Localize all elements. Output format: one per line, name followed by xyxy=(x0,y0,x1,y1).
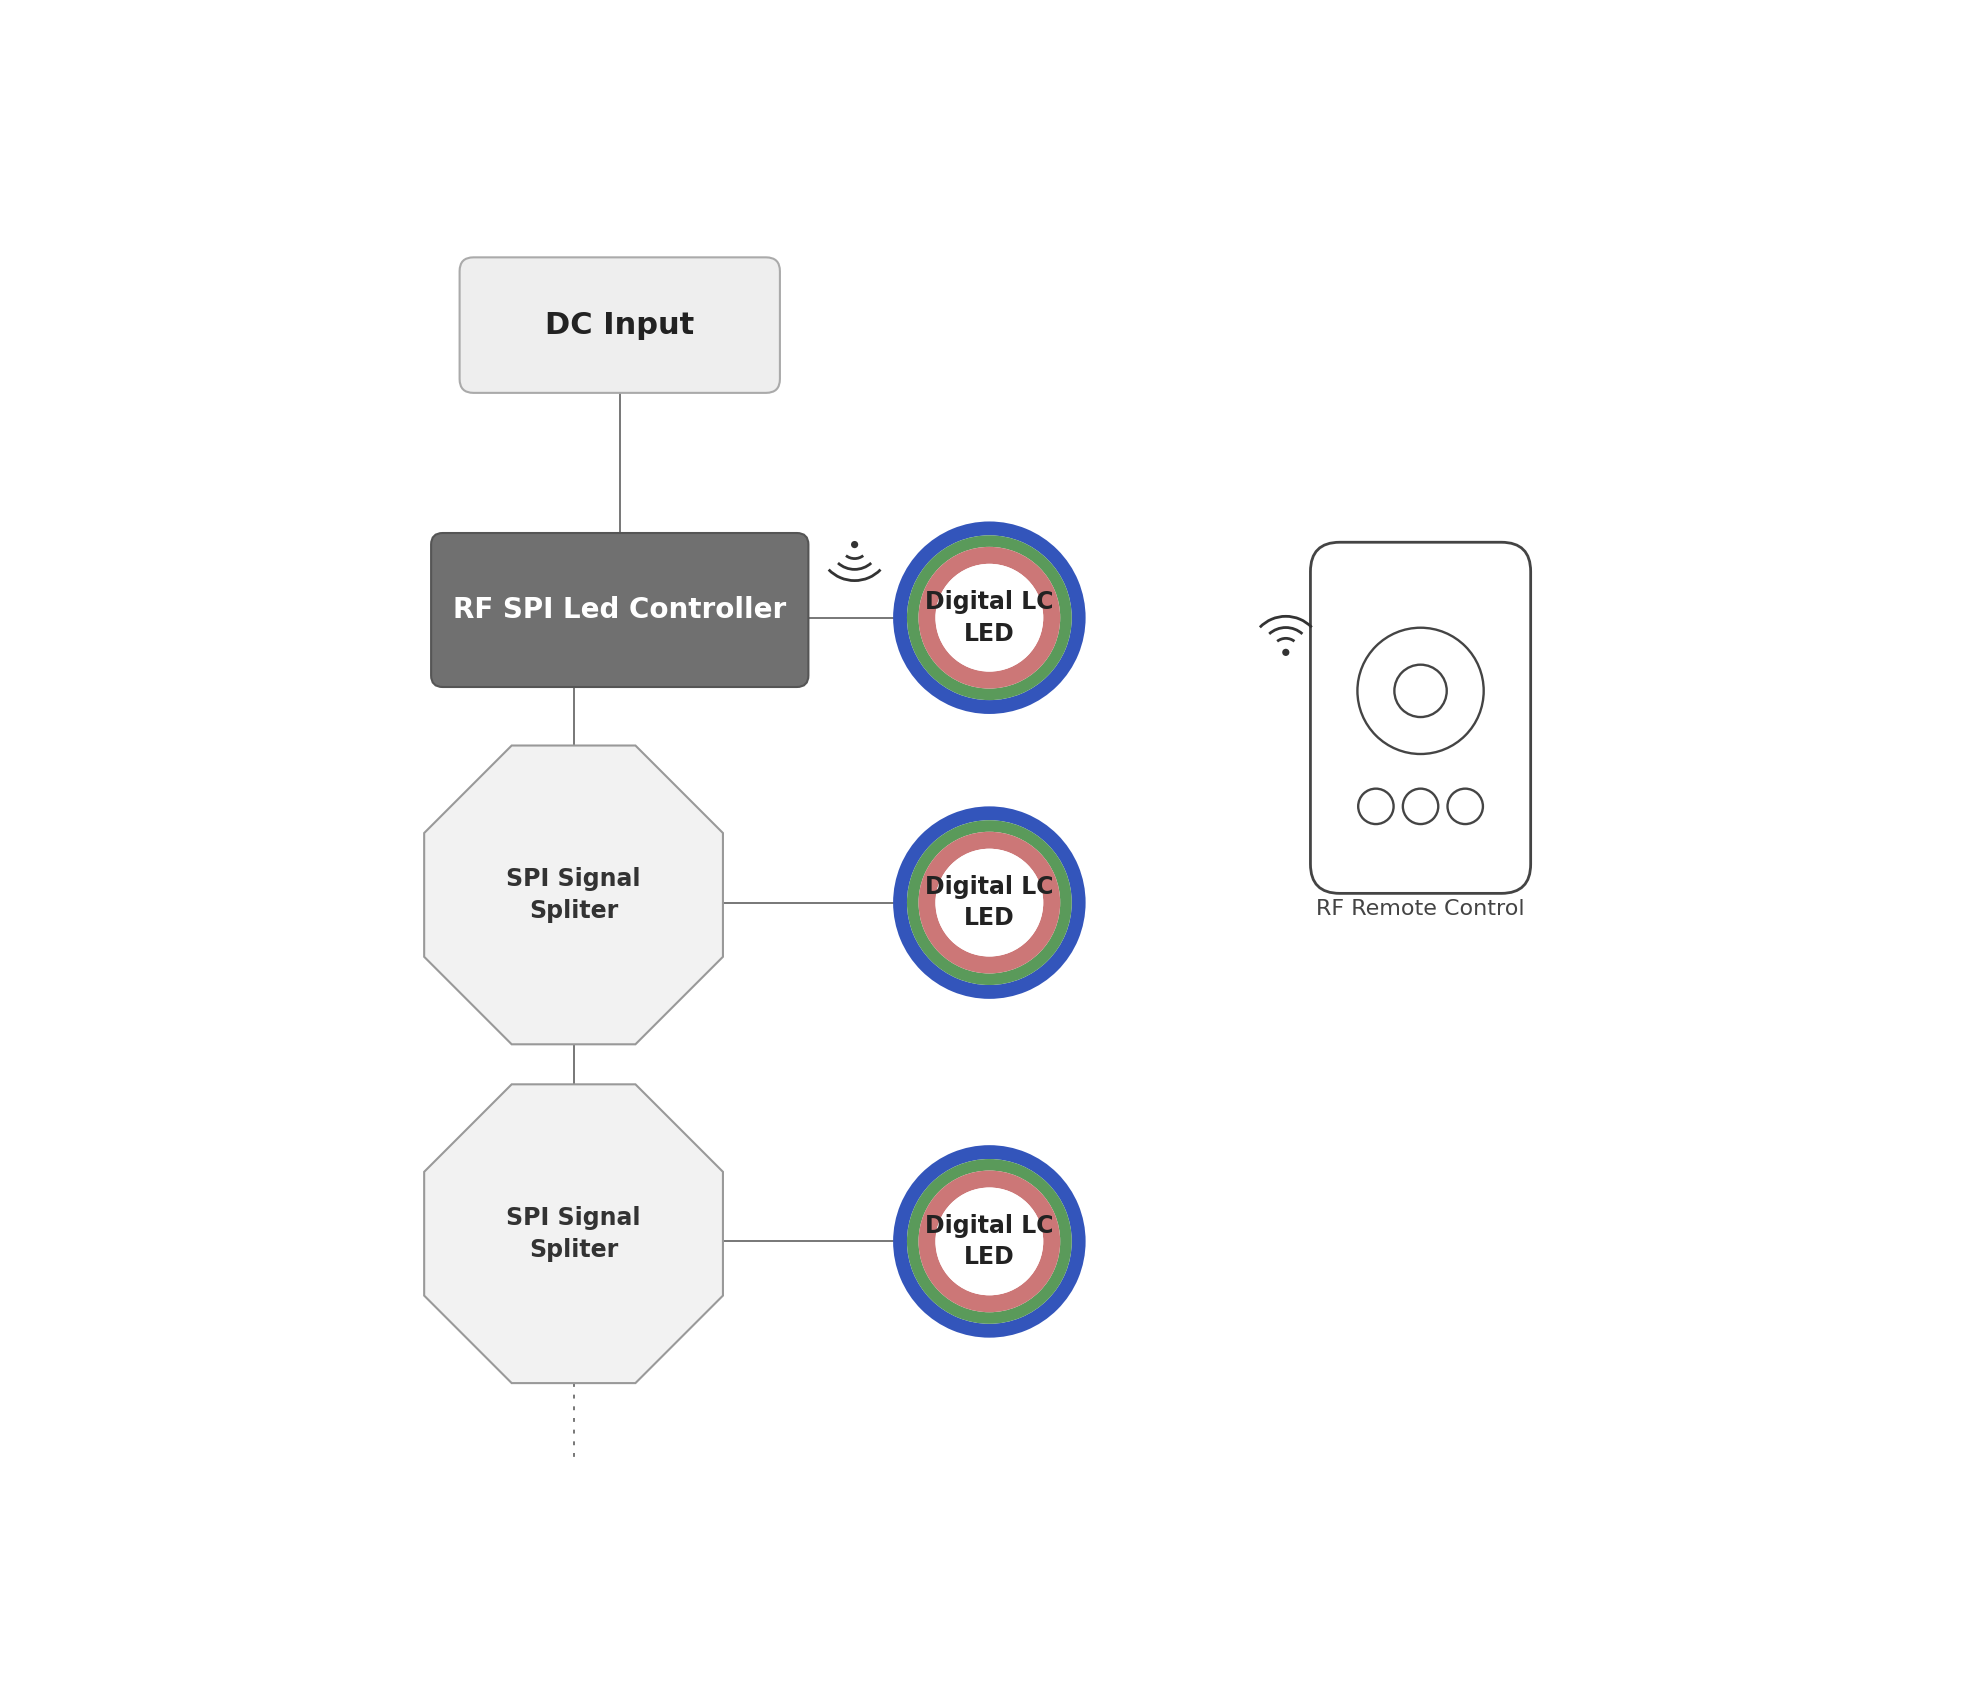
Circle shape xyxy=(1448,789,1483,824)
Circle shape xyxy=(1358,789,1393,824)
Text: Digital LC
LED: Digital LC LED xyxy=(926,589,1054,645)
Circle shape xyxy=(1358,628,1483,753)
Circle shape xyxy=(1395,665,1446,718)
Circle shape xyxy=(936,1187,1044,1295)
Circle shape xyxy=(1283,649,1289,655)
Text: DC Input: DC Input xyxy=(545,311,695,339)
Polygon shape xyxy=(424,1084,722,1383)
FancyBboxPatch shape xyxy=(432,534,808,687)
Polygon shape xyxy=(424,745,722,1044)
Text: SPI Signal
Spliter: SPI Signal Spliter xyxy=(506,866,642,922)
Text: Digital LC
LED: Digital LC LED xyxy=(926,1214,1054,1268)
Circle shape xyxy=(852,540,857,549)
Circle shape xyxy=(936,848,1044,956)
Text: RF Remote Control: RF Remote Control xyxy=(1317,899,1524,919)
Circle shape xyxy=(936,564,1044,672)
Circle shape xyxy=(1403,789,1438,824)
Text: Digital LC
LED: Digital LC LED xyxy=(926,875,1054,931)
FancyBboxPatch shape xyxy=(1311,542,1530,893)
Text: RF SPI Led Controller: RF SPI Led Controller xyxy=(453,596,787,623)
FancyBboxPatch shape xyxy=(459,257,781,394)
Text: SPI Signal
Spliter: SPI Signal Spliter xyxy=(506,1206,642,1262)
